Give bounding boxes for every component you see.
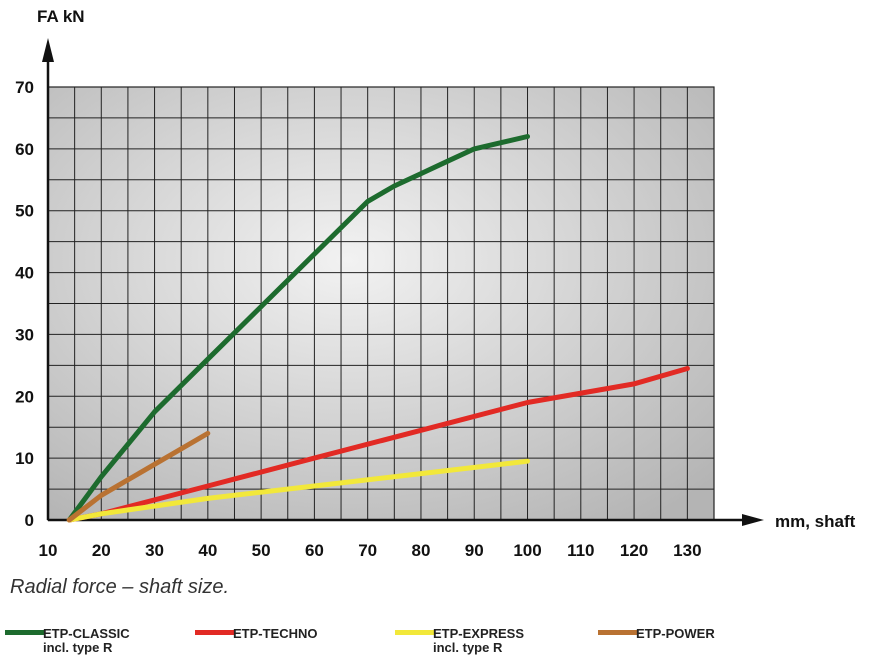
x-tick-label: 10 xyxy=(39,541,58,560)
grid xyxy=(47,86,715,521)
y-tick-label: 50 xyxy=(15,202,34,221)
x-tick-label: 50 xyxy=(252,541,271,560)
series-line-etp-classic xyxy=(66,134,530,523)
x-tick-label: 20 xyxy=(92,541,111,560)
legend: ETP-CLASSIC incl. type R ETP-TECHNO ETP-… xyxy=(0,626,878,664)
series-line-etp-power xyxy=(66,430,211,523)
axes xyxy=(42,38,764,526)
x-axis-title: mm, shaft xyxy=(775,512,856,531)
x-axis-arrow xyxy=(742,514,764,526)
y-tick-label: 20 xyxy=(15,387,34,406)
chart-caption: Radial force – shaft size. xyxy=(10,576,229,598)
y-tick-label: 60 xyxy=(15,140,34,159)
legend-sublabel-express: incl. type R xyxy=(433,640,503,655)
legend-swatch-express xyxy=(395,630,435,635)
x-tick-label: 30 xyxy=(145,541,164,560)
x-tick-label: 70 xyxy=(358,541,377,560)
legend-sublabel-classic: incl. type R xyxy=(43,640,113,655)
x-tick-label: 40 xyxy=(198,541,217,560)
legend-swatch-power xyxy=(598,630,638,635)
x-tick-label: 130 xyxy=(673,541,701,560)
y-tick-label: 40 xyxy=(15,264,34,283)
y-tick-label: 0 xyxy=(25,511,34,530)
x-tick-label: 60 xyxy=(305,541,324,560)
legend-label-express: ETP-EXPRESS xyxy=(433,626,525,641)
y-axis-arrow xyxy=(42,38,54,62)
legend-label-power: ETP-POWER xyxy=(636,626,715,641)
x-tick-label: 80 xyxy=(411,541,430,560)
legend-swatch-techno xyxy=(195,630,235,635)
y-tick-label: 70 xyxy=(15,78,34,97)
y-tick-label: 30 xyxy=(15,325,34,344)
legend-label-classic: ETP-CLASSIC xyxy=(43,626,130,641)
series-lines xyxy=(66,134,690,523)
y-axis-title: FA kN xyxy=(37,7,85,26)
legend-label-techno: ETP-TECHNO xyxy=(233,626,318,641)
x-tick-label: 120 xyxy=(620,541,648,560)
x-tick-label: 100 xyxy=(513,541,541,560)
y-tick-label: 10 xyxy=(15,449,34,468)
series-line-etp-express xyxy=(66,458,530,523)
x-tick-label: 110 xyxy=(567,541,594,560)
x-tick-label: 90 xyxy=(465,541,484,560)
legend-swatch-classic xyxy=(5,630,45,635)
tick-labels: 10 20 30 40 50 60 70 80 90 100 110 120 130 0 10 20 30 40 5… xyxy=(15,78,701,560)
